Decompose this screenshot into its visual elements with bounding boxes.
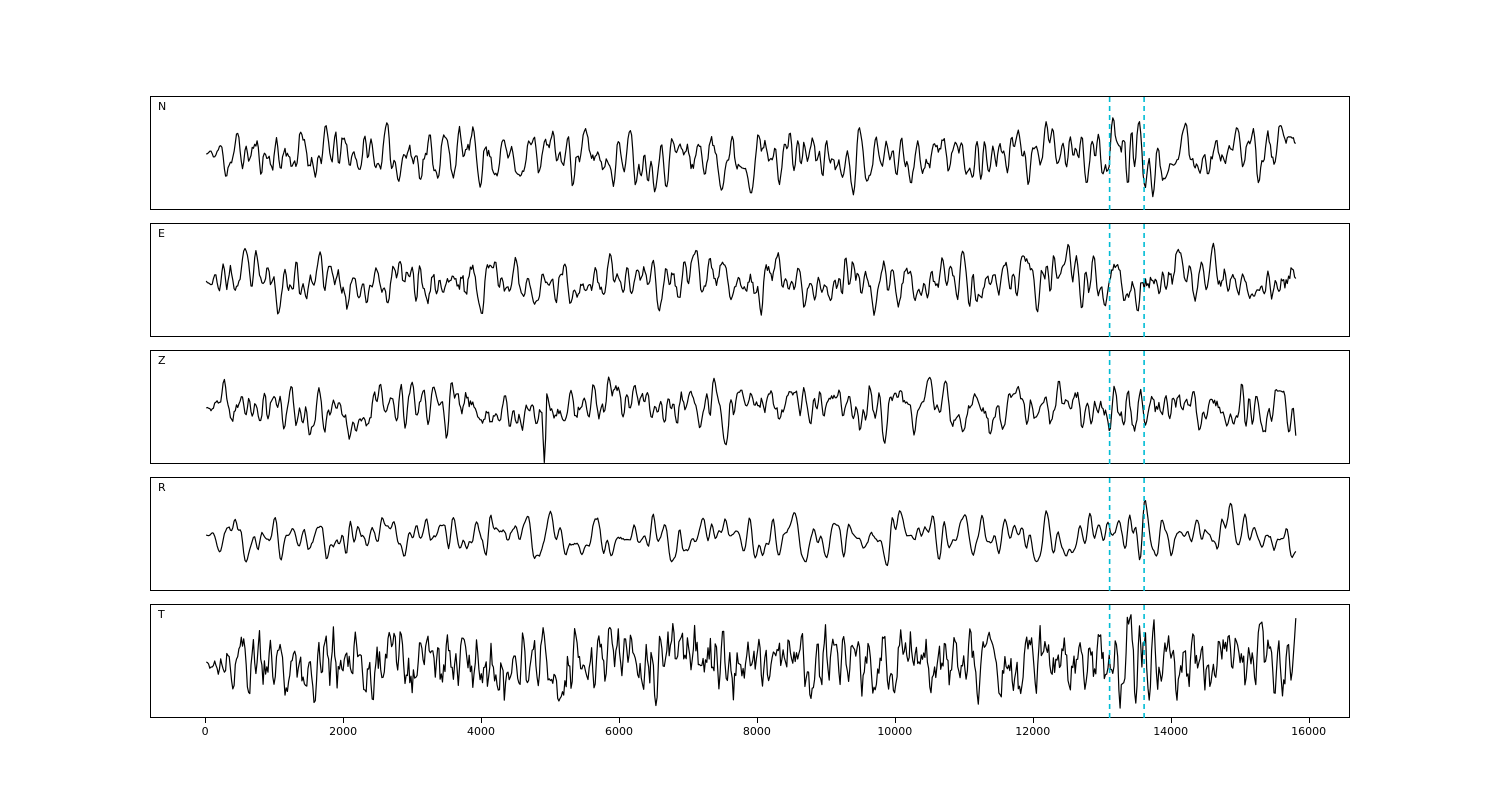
- x-axis-tick: [205, 718, 207, 723]
- trace-panel-N: N: [150, 96, 1350, 211]
- trace-panel-R: R: [150, 477, 1350, 592]
- waveform-T: [205, 614, 1297, 709]
- trace-plot-E: [205, 224, 1297, 338]
- x-axis-tick: [343, 718, 345, 723]
- waveform-E: [205, 242, 1297, 316]
- x-axis-tick: [756, 718, 758, 723]
- panel-label-T: T: [158, 608, 165, 621]
- panel-label-R: R: [158, 481, 166, 494]
- trace-panel-Z: Z: [150, 350, 1350, 465]
- x-axis-tick-label: 16000: [1291, 725, 1327, 738]
- x-axis-tick-label: 0: [201, 725, 209, 738]
- x-axis-tick-label: 2000: [329, 725, 358, 738]
- x-axis-tick-label: 14000: [1153, 725, 1189, 738]
- trace-plot-R: [206, 478, 1297, 592]
- x-axis-tick: [481, 718, 483, 723]
- x-axis-tick: [618, 718, 620, 723]
- x-axis-tick-label: 10000: [877, 725, 913, 738]
- x-axis-tick: [894, 718, 896, 723]
- x-axis-tick-label: 12000: [1015, 725, 1051, 738]
- trace-plot-Z: [205, 351, 1297, 465]
- waveform-R: [206, 500, 1297, 567]
- trace-plot-N: [206, 97, 1297, 211]
- waveform-Z: [205, 376, 1297, 464]
- x-axis-tick: [1170, 718, 1172, 723]
- trace-panel-E: E: [150, 223, 1350, 338]
- x-axis-tick-label: 4000: [467, 725, 496, 738]
- panel-label-N: N: [158, 100, 167, 113]
- x-axis-tick-label: 8000: [742, 725, 771, 738]
- x-axis-tick: [1308, 718, 1310, 723]
- trace-plot-T: [205, 605, 1297, 719]
- x-axis-tick-label: 6000: [604, 725, 633, 738]
- panel-label-E: E: [158, 227, 165, 240]
- trace-panel-T: T: [150, 604, 1350, 719]
- panel-label-Z: Z: [158, 354, 166, 367]
- waveform-N: [206, 117, 1297, 198]
- x-axis-tick: [1032, 718, 1034, 723]
